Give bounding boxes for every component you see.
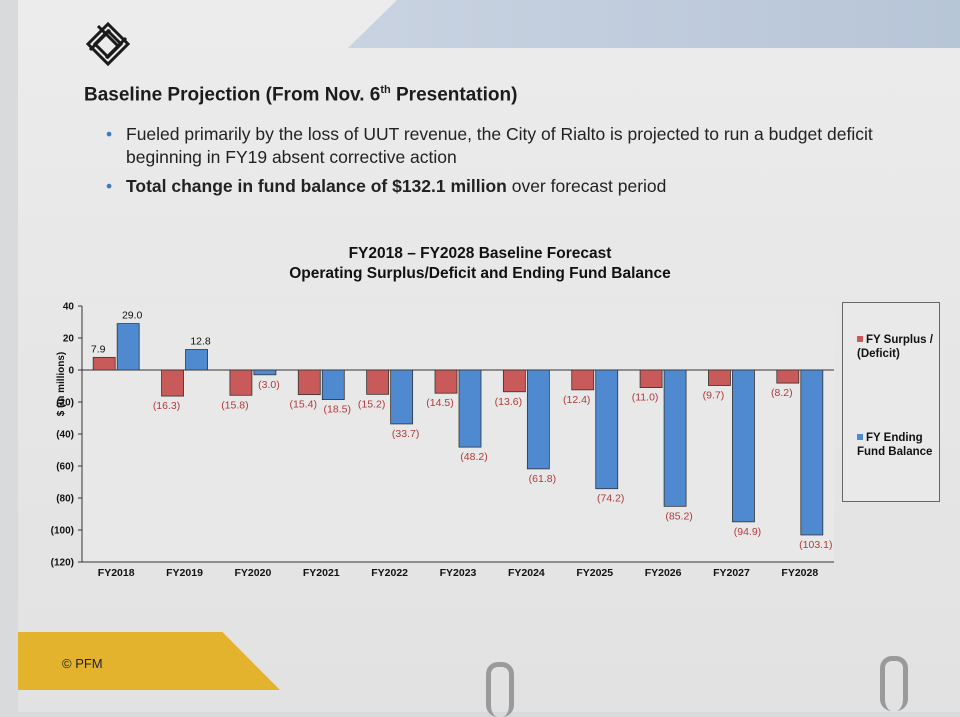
- y-tick-label: 0: [68, 366, 74, 377]
- header-band: [348, 0, 960, 48]
- surplus-data-label: (14.5): [426, 397, 453, 409]
- x-tick-label: FY2022: [371, 567, 408, 579]
- legend-swatch-surplus: [857, 336, 863, 342]
- y-tick-label: (80): [56, 494, 74, 505]
- fund-balance-bar: [390, 369, 414, 425]
- surplus-data-label: (9.7): [703, 390, 725, 402]
- x-tick-label: FY2025: [576, 567, 613, 579]
- y-tick-label: (100): [51, 526, 74, 537]
- fund-balance-bar: [185, 349, 208, 371]
- surplus-data-label: (16.3): [153, 400, 180, 412]
- surplus-bar: [434, 369, 458, 394]
- surplus-data-label: (13.6): [495, 396, 522, 408]
- x-tick-label: FY2023: [440, 567, 477, 579]
- surplus-bar: [502, 369, 526, 393]
- fund-balance-bar: [116, 323, 140, 371]
- surplus-bar: [366, 369, 390, 395]
- fund-balance-data-label: (74.2): [597, 493, 624, 505]
- fund-balance-bar: [253, 369, 277, 376]
- y-tick-label: 20: [63, 334, 75, 345]
- x-tick-label: FY2027: [713, 567, 750, 579]
- copyright-footer: © PFM: [62, 656, 103, 671]
- x-tick-label: FY2026: [645, 567, 682, 579]
- bullet-item: Fueled primarily by the loss of UUT reve…: [106, 123, 906, 169]
- chart-legend: FY Surplus / (Deficit) FY Ending Fund Ba…: [842, 302, 940, 502]
- fund-balance-data-label: 29.0: [122, 310, 143, 322]
- chart-title-block: FY2018 – FY2028 Baseline Forecast Operat…: [200, 244, 760, 284]
- x-tick-label: FY2020: [235, 567, 272, 579]
- surplus-data-label: (15.4): [290, 399, 317, 411]
- legend-entry-surplus: FY Surplus / (Deficit): [857, 334, 933, 360]
- y-tick-label: (60): [56, 462, 74, 473]
- y-tick-label: 40: [63, 302, 75, 313]
- surplus-bar: [776, 369, 800, 384]
- legend-swatch-balance: [857, 434, 863, 440]
- binder-ring-icon: [486, 662, 514, 717]
- fund-balance-data-label: (3.0): [258, 379, 280, 391]
- logo-icon: [85, 21, 131, 67]
- fund-balance-data-label: (61.8): [529, 473, 556, 485]
- fund-balance-data-label: (85.2): [665, 510, 692, 522]
- surplus-bar: [161, 369, 184, 397]
- x-tick-label: FY2021: [303, 567, 340, 579]
- plot-area: [82, 306, 834, 562]
- bullet-list: Fueled primarily by the loss of UUT reve…: [106, 123, 906, 204]
- fund-balance-bar: [800, 369, 824, 536]
- chart-title: FY2018 – FY2028 Baseline Forecast: [348, 245, 612, 262]
- fund-balance-data-label: 12.8: [190, 336, 211, 348]
- surplus-data-label: (12.4): [563, 394, 590, 406]
- fund-balance-data-label: (18.5): [324, 404, 351, 416]
- bullet-item: Total change in fund balance of $132.1 m…: [106, 175, 906, 198]
- y-tick-label: (20): [56, 398, 74, 409]
- fund-balance-bar: [732, 369, 755, 523]
- y-tick-label: (40): [56, 430, 74, 441]
- x-tick-label: FY2028: [781, 567, 818, 579]
- surplus-bar: [639, 369, 663, 389]
- fund-balance-bar: [526, 369, 550, 470]
- surplus-data-label: 7.9: [91, 343, 106, 355]
- fund-balance-data-label: (33.7): [392, 428, 419, 440]
- surplus-bar: [571, 369, 595, 391]
- surplus-data-label: (11.0): [632, 392, 659, 404]
- fund-balance-bar: [321, 369, 345, 401]
- surplus-data-label: (15.2): [358, 398, 385, 410]
- surplus-bar: [92, 356, 116, 371]
- surplus-data-label: (8.2): [771, 387, 793, 399]
- fund-balance-bar: [663, 369, 687, 507]
- fund-balance-data-label: (48.2): [460, 451, 487, 463]
- surplus-data-label: (15.8): [221, 399, 248, 411]
- surplus-bar: [229, 369, 253, 396]
- chart-subtitle: Operating Surplus/Deficit and Ending Fun…: [289, 265, 671, 282]
- y-axis-label: $ (In millions): [56, 352, 67, 416]
- x-tick-label: FY2019: [166, 567, 203, 579]
- fund-balance-bar: [595, 369, 619, 490]
- legend-entry-balance: FY Ending Fund Balance: [857, 432, 933, 458]
- x-tick-label: FY2018: [98, 567, 135, 579]
- y-tick-label: (120): [51, 558, 74, 569]
- fund-balance-data-label: (94.9): [734, 526, 761, 538]
- x-tick-label: FY2024: [508, 567, 545, 579]
- surplus-bar: [297, 369, 321, 396]
- fund-balance-data-label: (103.1): [799, 539, 832, 551]
- page-title: Baseline Projection (From Nov. 6th Prese…: [84, 84, 518, 106]
- fund-balance-bar: [458, 369, 482, 448]
- surplus-bar: [708, 369, 731, 386]
- binder-ring-icon: [880, 656, 908, 711]
